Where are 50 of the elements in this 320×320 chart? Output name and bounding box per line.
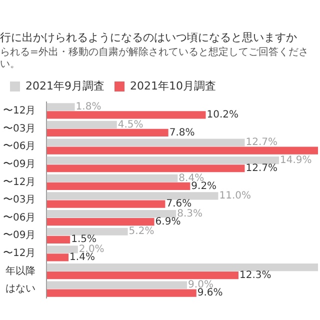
data-label: 12.7% [246,162,278,174]
y-tick-label: 〜12月 [2,176,36,188]
y-tick-label: 〜12月 [2,106,36,117]
data-label: 7.6% [166,198,192,210]
y-tick-label: 〜12月 [2,248,36,260]
bar [46,138,245,146]
data-label: 1.5% [71,234,97,246]
y-tick-label: 〜03月 [2,194,36,206]
bar [46,111,206,119]
data-label: 7.8% [169,127,195,138]
data-label: 12.3% [239,270,272,281]
bar [46,210,176,218]
y-tick-label: 〜06月 [2,141,36,152]
bar [46,128,168,137]
data-label: 12.7% [246,137,278,148]
bar [46,218,154,226]
bar [46,254,69,262]
bar [46,103,75,111]
chart-title: 行に出かけられるようになるのはいつ頃になると思いますか [0,30,298,45]
bar [46,200,166,208]
bar [46,228,128,236]
data-label: 5.2% [128,226,154,238]
bar [46,236,70,244]
bar [46,192,218,200]
bar [46,156,280,164]
y-tick-label: 〜06月 [2,212,36,224]
bar [46,246,78,254]
bar [46,146,318,154]
bar [46,182,190,190]
y-tick-label: はない [6,284,36,295]
bar [46,120,117,129]
bar [46,281,188,289]
y-tick-label: 〜09月 [2,230,36,242]
legend-label: 2021年10月調査 [130,79,216,92]
bar [46,164,245,172]
bar [46,289,196,297]
data-label: 11.0% [219,190,251,202]
data-label: 4.5% [118,119,144,130]
y-tick-label: 〜09月 [2,158,36,170]
chart-subtitle: られる=外出・移動の自粛が解除されていると想定してご回答ください。 [0,47,310,71]
data-label: 1.8% [76,101,102,112]
bar [46,174,178,182]
legend-label: 2021年9月調査 [26,79,104,92]
data-label: 9.2% [191,180,217,192]
data-label: 10.2% [206,110,239,121]
y-tick-label: 〜03月 [2,123,36,134]
bar [46,271,238,280]
y-tick-label: 年以降 [6,264,36,277]
data-label: 14.9% [280,154,312,166]
bar [46,263,318,272]
